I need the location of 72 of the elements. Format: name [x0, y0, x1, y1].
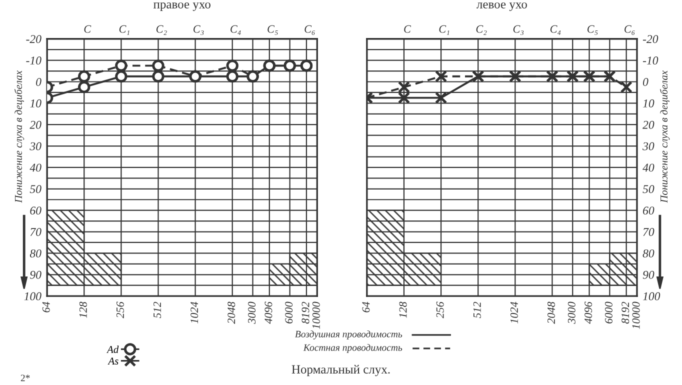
x-tick-label: 64	[42, 302, 50, 312]
text: 2*	[20, 374, 30, 382]
y2-axis-title: Понижение слуха в децибелах	[660, 70, 670, 203]
y-tick-label: -20	[26, 35, 42, 44]
x-tick-label: 512	[154, 302, 162, 318]
x-tick-label: 6000	[604, 302, 612, 324]
y-tick-label: -10	[26, 56, 42, 65]
y2-tick-label: 50	[642, 185, 654, 194]
text: C₅	[587, 25, 598, 35]
text: C₂	[476, 25, 487, 35]
x-tick-label: 256	[436, 302, 444, 318]
x-tick-label: 4096	[584, 302, 592, 324]
y2-tick-label: 10	[642, 99, 654, 108]
x-tick-label: 1024	[190, 302, 198, 324]
y-tick-label: 90	[30, 270, 42, 279]
y-axis-title: Понижение слуха в децибелах	[14, 70, 24, 203]
y-tick-label: 40	[30, 164, 42, 172]
y-tick-label: 10	[30, 99, 42, 108]
text: Нормальный слух.	[292, 364, 390, 376]
text: C	[84, 25, 92, 33]
y-tick-label: 30	[30, 142, 42, 150]
text: C₃	[194, 25, 204, 35]
legend-label: Ad	[106, 346, 119, 353]
y-tick-label: 80	[30, 249, 42, 258]
text: C₃	[513, 25, 524, 35]
text: C₆	[304, 25, 315, 35]
x-tick-label: 8192	[302, 302, 310, 324]
y2-tick-label: 90	[642, 270, 654, 279]
chart-title: правое ухо	[153, 2, 210, 12]
y2-tick-label: 100	[642, 292, 660, 300]
text: C₂	[156, 25, 167, 35]
text: C₄	[230, 25, 241, 35]
text: C₁	[119, 25, 130, 35]
y2-tick-label: -10	[642, 56, 658, 65]
y2-tick-label: 60	[643, 206, 654, 215]
y-tick-label: 100	[24, 292, 42, 300]
y-tick-label: 50	[30, 185, 42, 194]
y2-tick-label: 0	[643, 78, 648, 86]
x-tick-label: 1024	[510, 302, 518, 324]
x-tick-label: 512	[473, 302, 481, 318]
x-tick-label: 2048	[547, 302, 555, 324]
y-tick-label: 20	[30, 120, 42, 129]
legend-label: As	[108, 358, 118, 365]
x-tick-label: 64	[362, 302, 370, 312]
x-tick-label: 2048	[228, 302, 236, 324]
y2-tick-label: 20	[642, 120, 654, 129]
chart-title: левое ухо	[476, 2, 527, 12]
y2-tick-label: 40	[642, 164, 654, 172]
x-tick-label: 10000	[312, 302, 320, 329]
x-tick-label: 3000	[568, 302, 576, 324]
text: C₁	[439, 25, 450, 35]
text: C₅	[268, 25, 278, 35]
text: Воздушная проводимость	[295, 330, 402, 340]
y-tick-label: 70	[30, 228, 42, 236]
x-tick-label: 6000	[285, 302, 293, 324]
x-tick-label: 4096	[264, 302, 272, 324]
y2-tick-label: -20	[642, 35, 658, 44]
y2-tick-label: 30	[642, 142, 654, 150]
y-tick-label: 60	[30, 206, 42, 215]
x-tick-label: 8192	[622, 302, 630, 324]
text: C₆	[624, 25, 635, 35]
y2-tick-label: 70	[643, 228, 654, 236]
text: C₄	[550, 25, 561, 35]
x-tick-label: 128	[399, 302, 407, 318]
text: C	[404, 25, 412, 33]
x-tick-label: 10000	[632, 302, 640, 329]
x-tick-label: 128	[79, 302, 87, 318]
x-tick-label: 256	[116, 302, 124, 318]
x-tick-label: 3000	[248, 302, 256, 324]
y-tick-label: 0	[36, 78, 42, 86]
y2-tick-label: 80	[642, 249, 654, 258]
text: Костная проводимость	[303, 344, 402, 353]
